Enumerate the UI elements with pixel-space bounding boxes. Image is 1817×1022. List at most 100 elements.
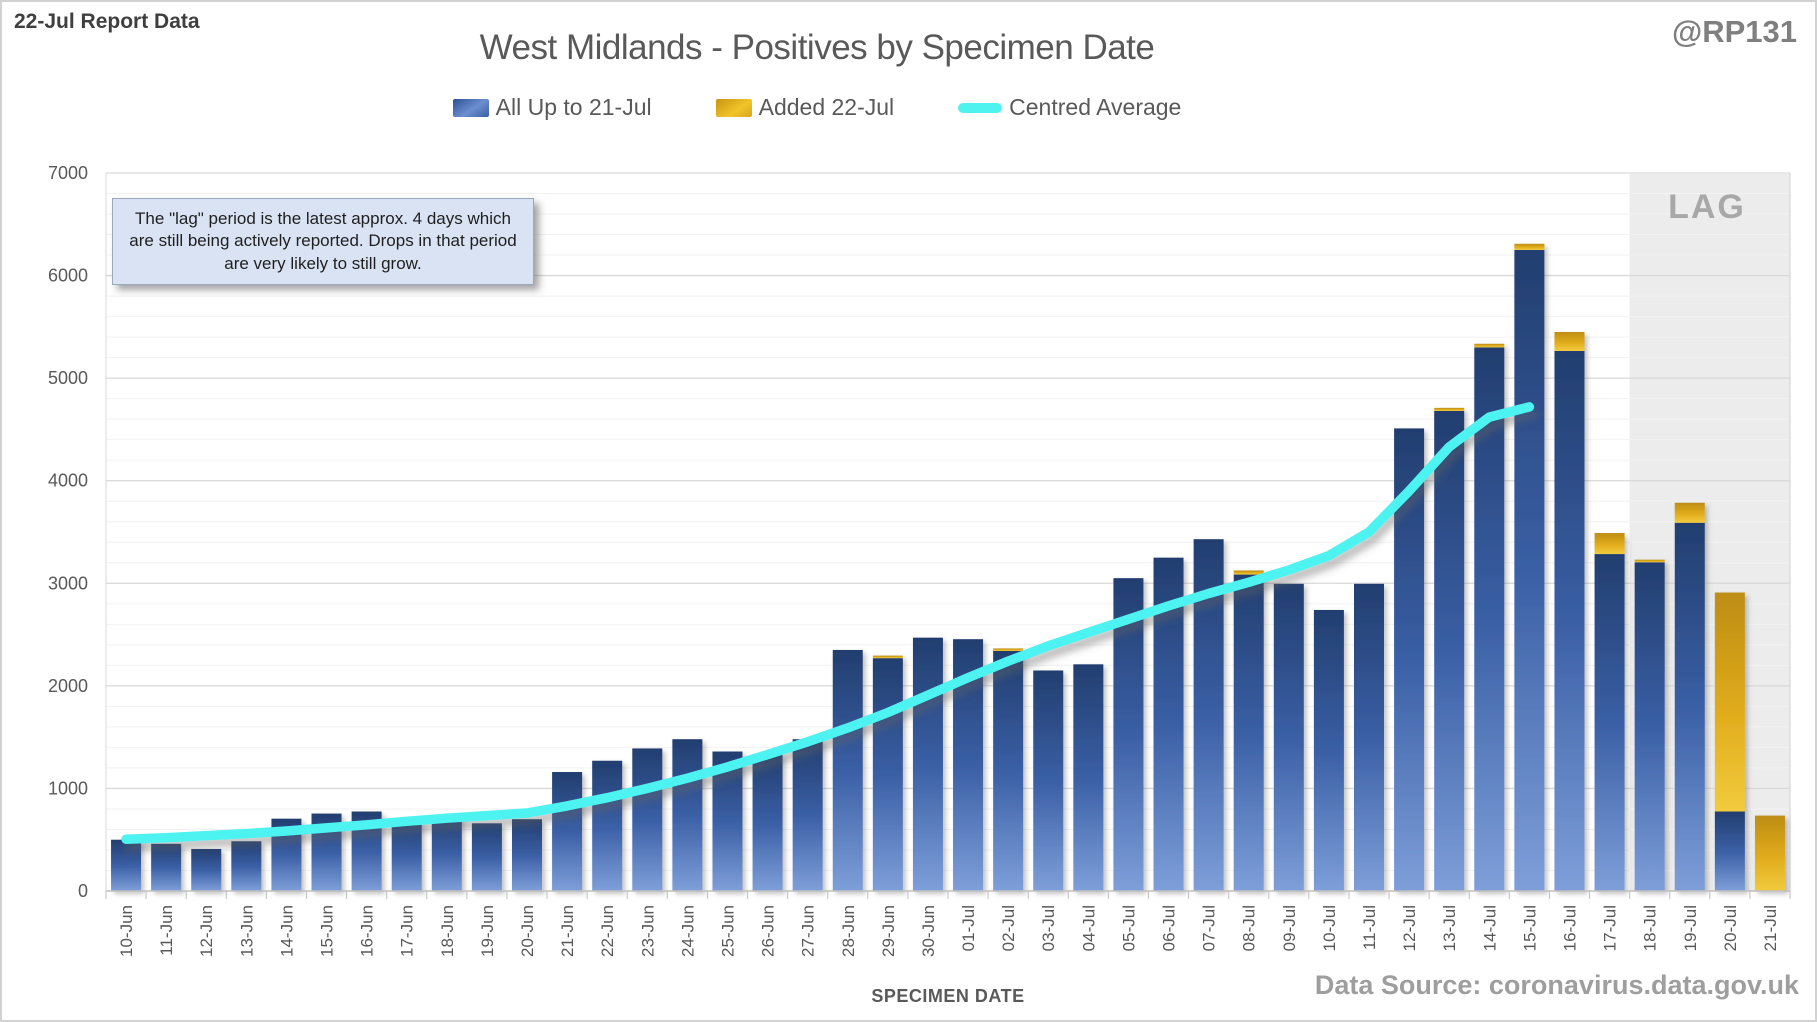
bar-all-05-Jul — [1113, 578, 1144, 891]
bar-all-20-Jul — [1714, 811, 1745, 891]
y-tick-label: 3000 — [48, 573, 88, 593]
bar-all-20-Jun — [512, 819, 542, 891]
bar-added-21-Jul — [1754, 815, 1785, 891]
x-tick-label-04-Jul: 04-Jul — [1079, 905, 1098, 951]
bar-all-29-Jun — [872, 658, 903, 891]
y-tick-label: 4000 — [48, 471, 88, 491]
x-tick-label-25-Jun: 25-Jun — [718, 905, 737, 957]
bar-group-30-Jun — [912, 637, 943, 891]
bar-added-19-Jul — [1674, 502, 1705, 523]
data-source-label: Data Source: coronavirus.data.gov.uk — [1314, 970, 1799, 1000]
bar-added-18-Jul — [1634, 559, 1665, 563]
bar-group-10-Jun — [111, 839, 142, 891]
bar-group-02-Jul — [993, 648, 1024, 891]
bar-group-04-Jul — [1073, 664, 1104, 891]
x-tick-label-21-Jul: 21-Jul — [1761, 905, 1780, 951]
bar-group-17-Jul — [1594, 533, 1625, 891]
legend-label: All Up to 21-Jul — [495, 94, 652, 120]
lag-label: LAG — [1668, 188, 1746, 226]
bar-all-26-Jun — [752, 754, 783, 891]
x-tick-label-02-Jul: 02-Jul — [999, 905, 1018, 951]
x-tick-label-01-Jul: 01-Jul — [959, 905, 978, 951]
bar-group-29-Jun — [872, 655, 903, 891]
x-tick-label-12-Jul: 12-Jul — [1400, 905, 1419, 951]
bar-all-12-Jun — [191, 848, 222, 891]
bar-group-05-Jul — [1113, 578, 1144, 891]
x-tick-label-10-Jul: 10-Jul — [1320, 905, 1339, 951]
bar-group-10-Jul — [1313, 609, 1344, 891]
x-tick-label-19-Jun: 19-Jun — [478, 905, 497, 957]
bar-all-15-Jul — [1514, 249, 1545, 891]
bar-added-02-Jul — [993, 648, 1024, 651]
x-tick-label-07-Jul: 07-Jul — [1200, 905, 1219, 951]
cyan-line-swatch-icon — [958, 102, 1003, 113]
bar-group-22-Jun — [592, 760, 623, 891]
x-tick-label-10-Jun: 10-Jun — [117, 905, 136, 957]
x-tick-label-13-Jun: 13-Jun — [237, 905, 256, 957]
bar-group-13-Jun — [231, 841, 262, 891]
bar-all-09-Jul — [1273, 583, 1304, 891]
bar-group-17-Jun — [391, 820, 422, 891]
bar-group-23-Jun — [632, 748, 663, 891]
bar-all-22-Jun — [592, 760, 623, 891]
chart-legend: All Up to 21-Jul Added 22-Jul Centred Av… — [2, 94, 1632, 121]
bar-group-03-Jul — [1033, 670, 1064, 891]
bar-group-09-Jul — [1273, 583, 1304, 891]
legend-item-centred-average: Centred Average — [958, 94, 1181, 121]
x-tick-label-14-Jul: 14-Jul — [1480, 905, 1499, 951]
legend-item-all-up-to: All Up to 21-Jul — [452, 94, 652, 121]
bar-group-28-Jun — [832, 649, 863, 891]
bar-all-19-Jun — [471, 823, 502, 891]
bar-all-18-Jun — [431, 816, 462, 891]
x-tick-label-23-Jun: 23-Jun — [638, 905, 657, 957]
x-tick-label-15-Jun: 15-Jun — [318, 905, 337, 957]
x-tick-label-12-Jun: 12-Jun — [197, 905, 216, 957]
bar-group-24-Jun — [672, 739, 703, 891]
x-tick-label-18-Jul: 18-Jul — [1641, 905, 1660, 951]
x-tick-label-29-Jun: 29-Jun — [879, 905, 898, 957]
bar-all-28-Jun — [832, 649, 863, 891]
x-tick-label-16-Jul: 16-Jul — [1560, 905, 1579, 951]
bar-group-18-Jun — [431, 816, 462, 891]
bar-all-24-Jun — [672, 739, 703, 891]
bar-all-27-Jun — [792, 739, 823, 891]
centred-average-line — [121, 402, 1535, 844]
bar-group-27-Jun — [792, 739, 823, 891]
x-tick-label-11-Jun: 11-Jun — [157, 905, 176, 956]
bar-group-19-Jul — [1674, 502, 1705, 891]
bar-group-14-Jul — [1474, 343, 1505, 891]
x-tick-label-21-Jun: 21-Jun — [558, 905, 577, 957]
y-tick-label: 2000 — [48, 676, 88, 696]
bar-added-08-Jul — [1233, 570, 1264, 575]
bar-all-21-Jun — [552, 772, 583, 891]
bar-group-11-Jun — [151, 843, 182, 891]
y-tick-label: 1000 — [48, 778, 88, 798]
bar-all-16-Jul — [1554, 350, 1585, 891]
bar-added-29-Jun — [872, 655, 903, 659]
bar-all-02-Jul — [993, 650, 1024, 891]
lag-annotation-box: The "lag" period is the latest approx. 4… — [112, 198, 534, 286]
legend-label: Centred Average — [1009, 94, 1182, 120]
y-tick-label: 5000 — [48, 368, 88, 388]
bar-all-03-Jul — [1033, 670, 1064, 891]
x-tick-label-19-Jul: 19-Jul — [1681, 905, 1700, 951]
bar-all-17-Jul — [1594, 554, 1625, 891]
x-tick-label-22-Jun: 22-Jun — [598, 905, 617, 957]
x-tick-label-24-Jun: 24-Jun — [678, 905, 697, 957]
bar-all-13-Jun — [231, 841, 262, 891]
x-tick-label-06-Jul: 06-Jul — [1160, 905, 1179, 951]
author-handle: @RP131 — [1671, 14, 1797, 49]
bar-all-19-Jul — [1674, 522, 1705, 891]
bar-added-17-Jul — [1594, 533, 1625, 555]
x-tick-label-15-Jul: 15-Jul — [1520, 905, 1539, 951]
bar-all-11-Jun — [151, 843, 182, 891]
y-tick-label: 6000 — [48, 266, 88, 286]
legend-label: Added 22-Jul — [758, 94, 895, 120]
x-tick-label-14-Jun: 14-Jun — [277, 905, 296, 957]
bar-all-14-Jul — [1474, 347, 1505, 891]
bar-added-15-Jul — [1514, 243, 1545, 250]
bar-group-13-Jul — [1434, 407, 1465, 891]
legend-item-added: Added 22-Jul — [715, 94, 895, 121]
